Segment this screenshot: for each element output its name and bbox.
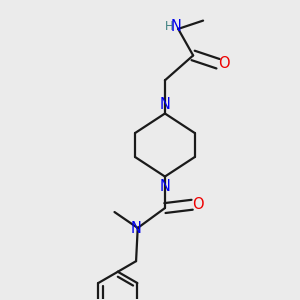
Text: N: N — [131, 221, 142, 236]
Text: N: N — [160, 178, 170, 194]
Text: N: N — [171, 19, 182, 34]
Text: N: N — [160, 97, 170, 112]
Text: H: H — [164, 20, 173, 33]
Text: O: O — [218, 56, 230, 71]
Text: O: O — [192, 197, 204, 212]
